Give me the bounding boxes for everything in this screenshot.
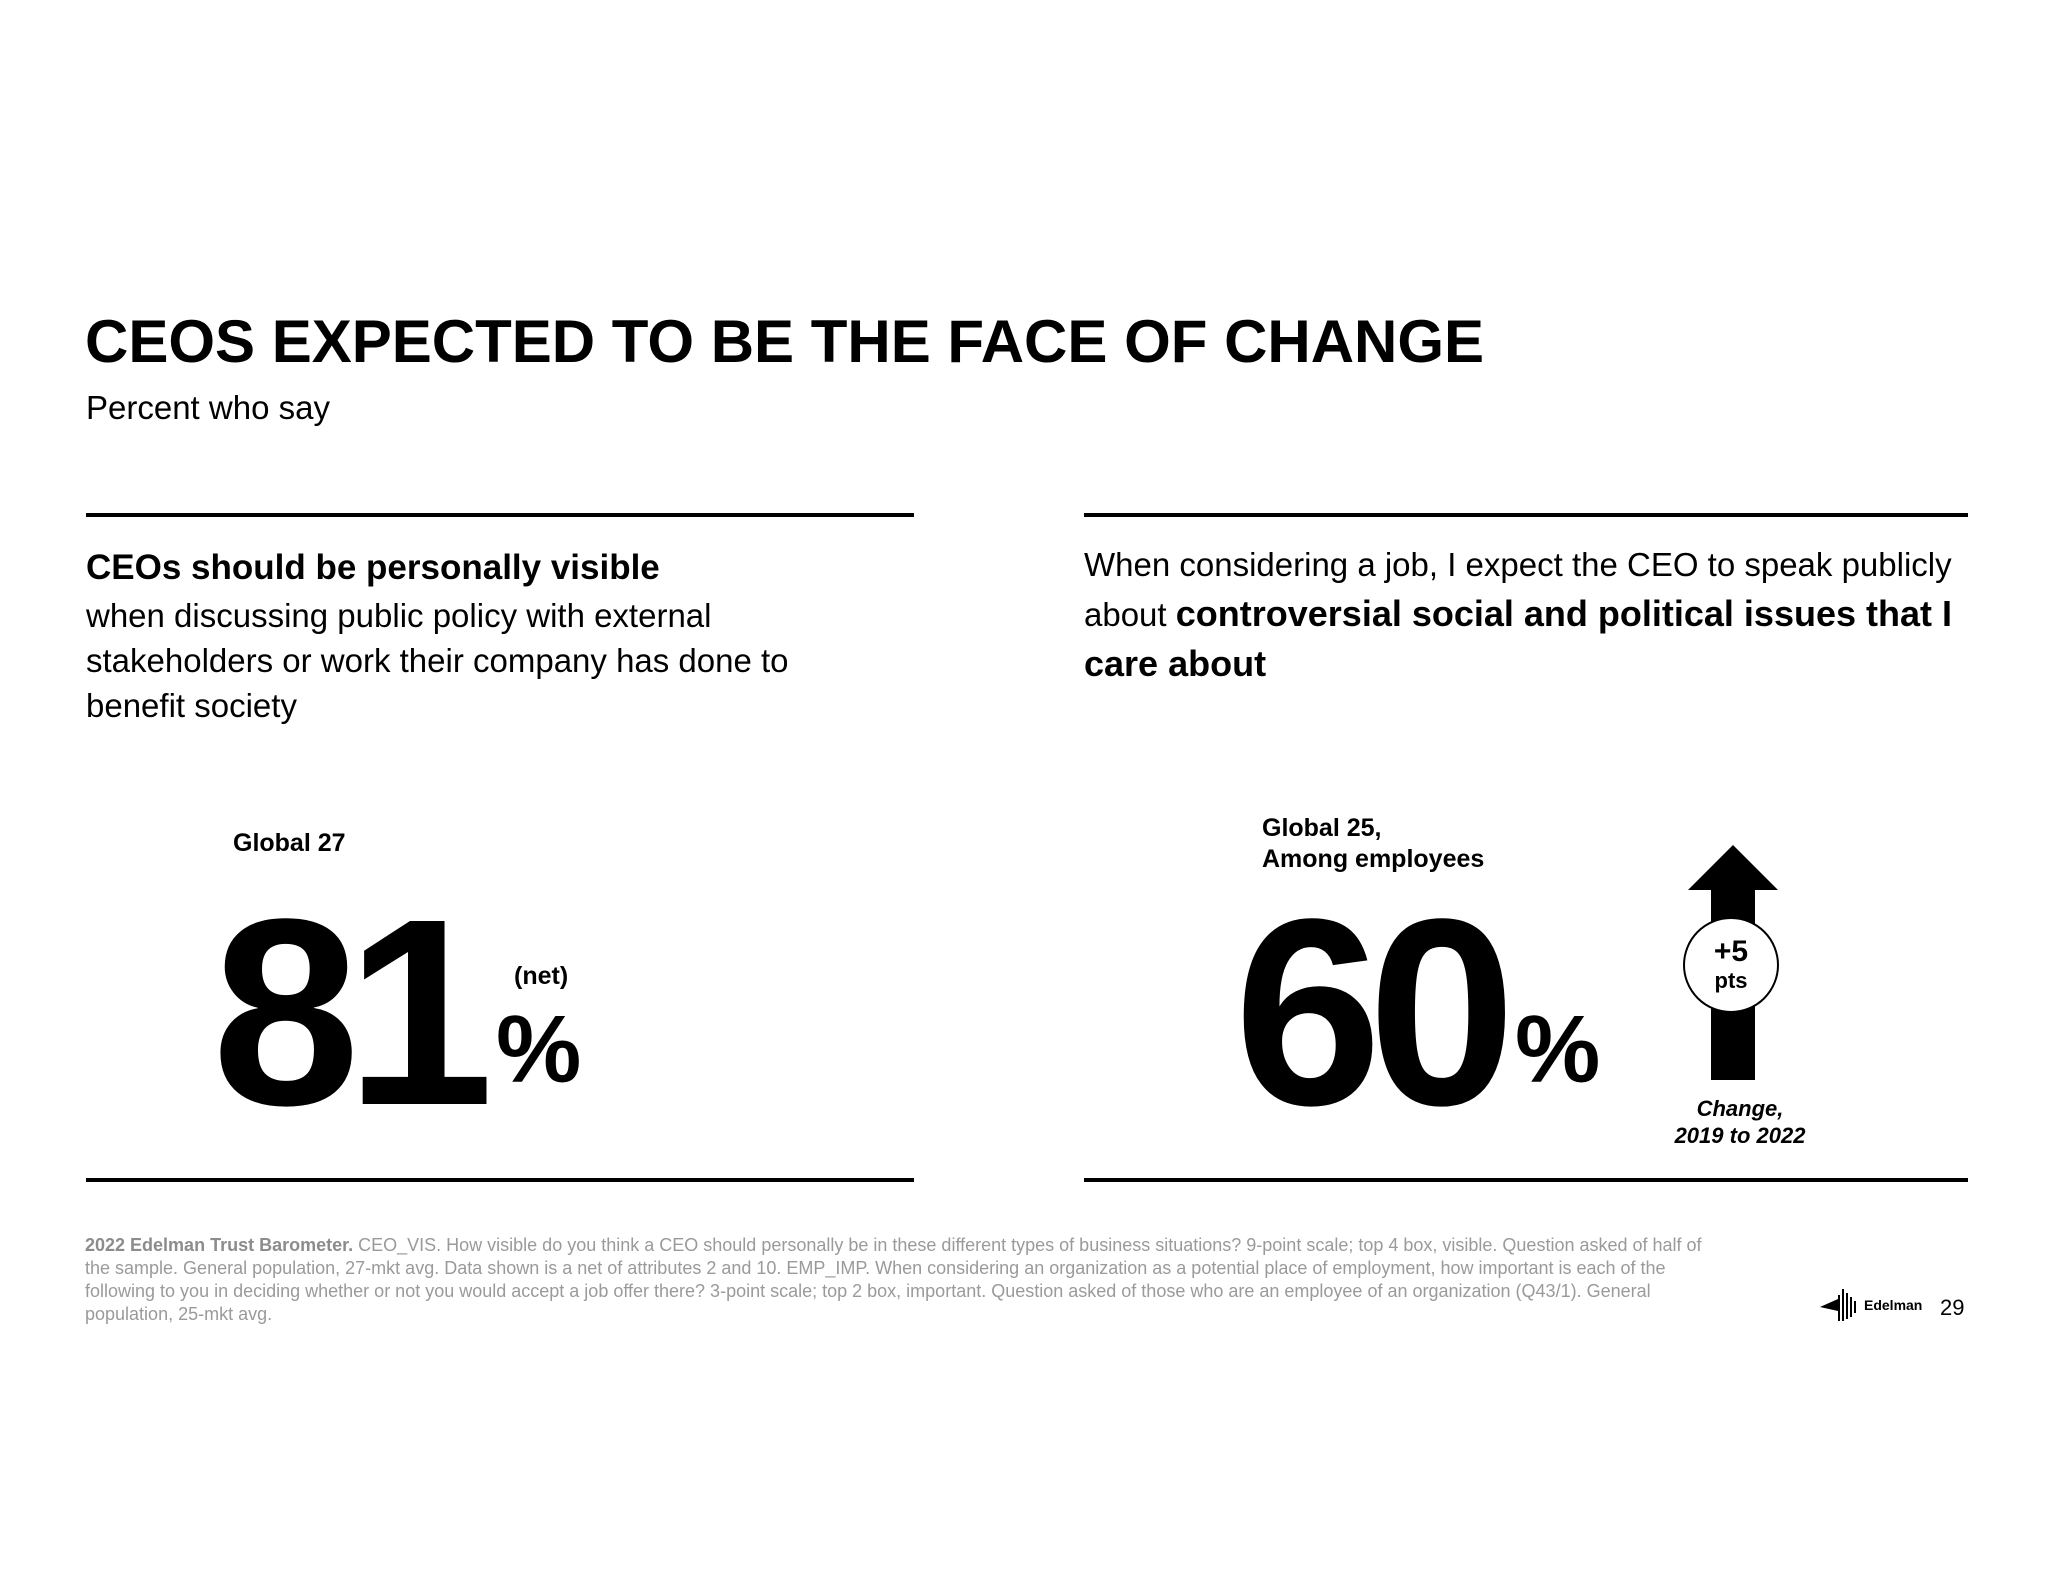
divider-bottom-left xyxy=(86,1178,914,1182)
source-text: CEO_VIS. How visible do you think a CEO … xyxy=(85,1235,1702,1324)
left-question-rest: when discussing public policy with exter… xyxy=(86,597,789,724)
edelman-logo: Edelman xyxy=(1820,1282,1930,1328)
left-question: CEOs should be personally visible when d… xyxy=(86,543,806,728)
right-global-label-line1: Global 25, xyxy=(1262,814,1382,842)
page-number: 29 xyxy=(1940,1295,1965,1320)
right-question-pre: When considering a job, I expect the CEO… xyxy=(1084,546,1952,633)
change-label: Change, 2019 to 2022 xyxy=(1650,1095,1830,1149)
left-global-label: Global 27 xyxy=(233,829,346,857)
source-bold: 2022 Edelman Trust Barometer. xyxy=(85,1235,354,1255)
change-value: +5 xyxy=(1713,935,1749,968)
left-qualifier: (net) xyxy=(514,962,569,990)
divider-top-right xyxy=(1084,513,1968,517)
change-label-line1: Change, xyxy=(1696,1096,1784,1121)
left-question-lead: CEOs should be personally visible xyxy=(86,548,660,587)
right-big-value: 60 xyxy=(1234,864,1516,1161)
logo-text: Edelman xyxy=(1864,1297,1923,1313)
page-subtitle: Percent who say xyxy=(86,389,330,426)
divider-top-left xyxy=(86,513,914,517)
source-footnote: 2022 Edelman Trust Barometer. CEO_VIS. H… xyxy=(85,1234,1725,1326)
page-title: CEOS EXPECTED TO BE THE FACE OF CHANGE xyxy=(85,308,1485,375)
right-question: When considering a job, I expect the CEO… xyxy=(1084,540,1964,689)
edelman-logo-icon xyxy=(1820,1289,1856,1321)
change-unit: pts xyxy=(1714,968,1748,993)
left-percent-sign: % xyxy=(496,996,582,1103)
divider-bottom-right xyxy=(1084,1178,1968,1182)
change-label-line2: 2019 to 2022 xyxy=(1674,1123,1806,1148)
change-badge: +5 pts xyxy=(1683,917,1779,1013)
right-global-label-line2: Among employees xyxy=(1262,845,1485,873)
right-percent-sign: % xyxy=(1515,996,1601,1103)
right-global-label: Global 25, Among employees xyxy=(1262,813,1484,875)
right-question-bold: controversial social and political issue… xyxy=(1084,593,1952,684)
left-big-value: 81 xyxy=(212,864,494,1161)
